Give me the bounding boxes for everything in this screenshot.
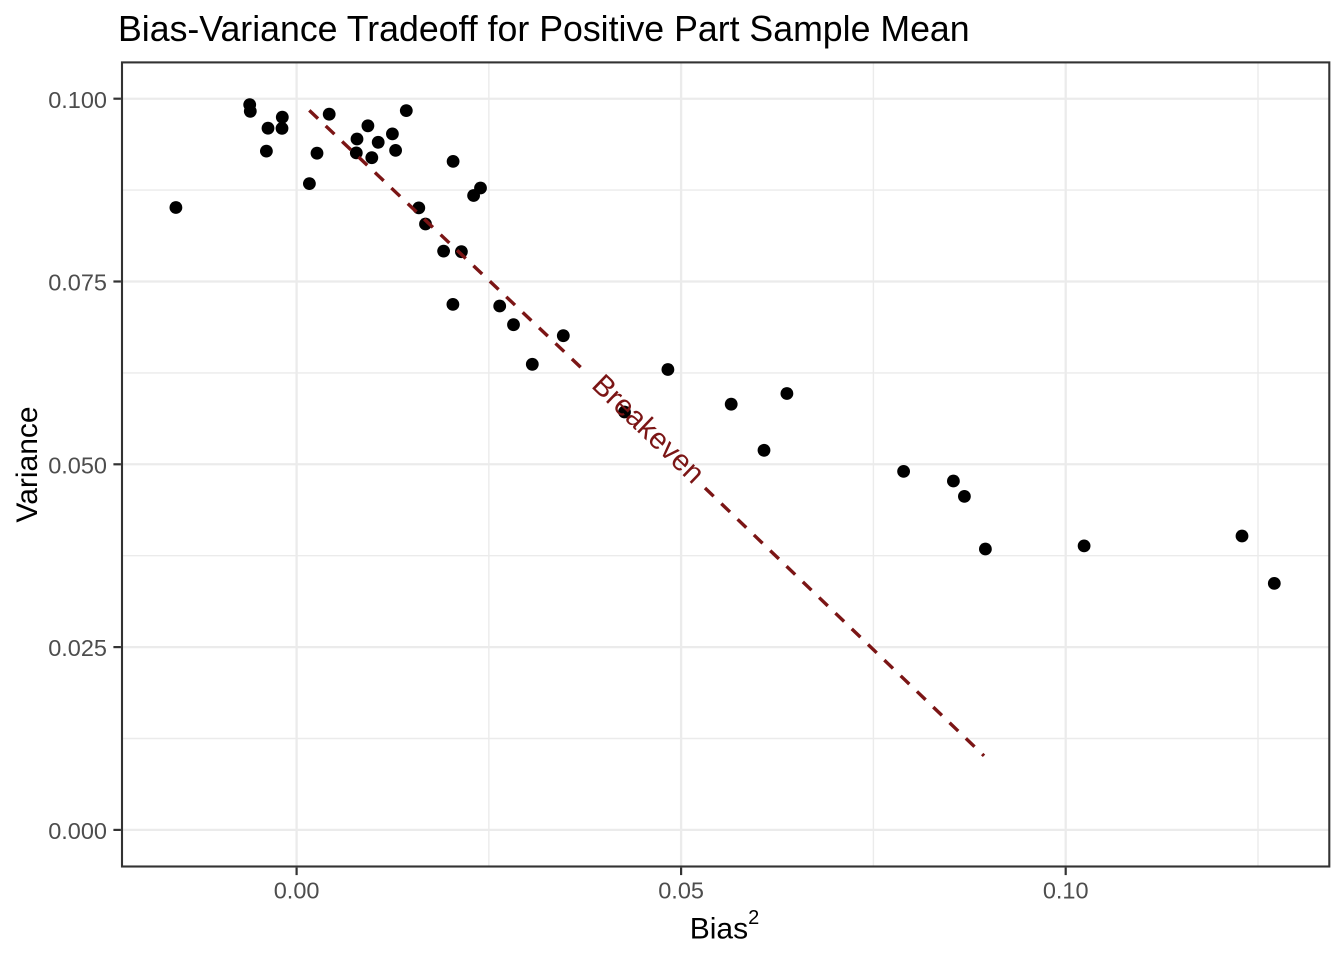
- svg-text:Variance: Variance: [11, 406, 44, 522]
- svg-text:0.00: 0.00: [274, 878, 320, 904]
- svg-text:0.05: 0.05: [658, 878, 704, 904]
- svg-text:0.000: 0.000: [48, 818, 107, 844]
- svg-text:Bias-Variance Tradeoff for Pos: Bias-Variance Tradeoff for Positive Part…: [118, 9, 970, 49]
- svg-text:Bias2: Bias2: [690, 907, 759, 946]
- svg-text:0.10: 0.10: [1043, 878, 1089, 904]
- svg-text:0.050: 0.050: [48, 452, 107, 478]
- svg-text:0.025: 0.025: [48, 635, 107, 661]
- svg-text:0.100: 0.100: [48, 87, 107, 113]
- svg-text:0.075: 0.075: [48, 270, 107, 296]
